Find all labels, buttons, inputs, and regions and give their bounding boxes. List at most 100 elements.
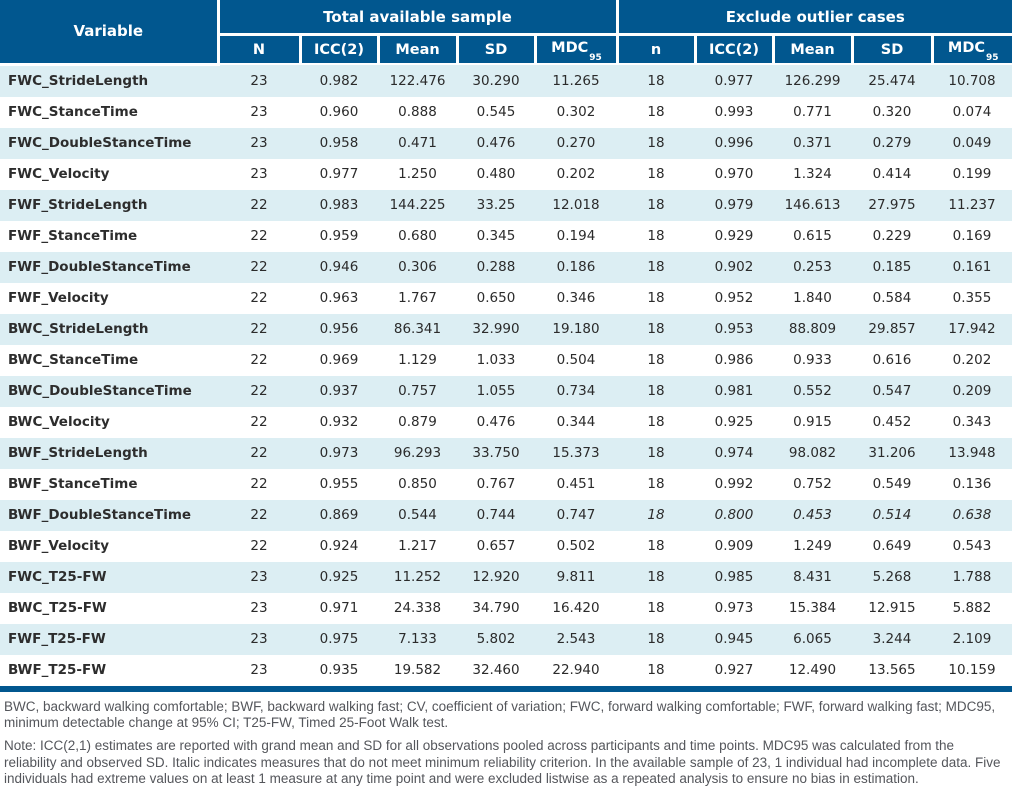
- table-row: FWC_T25-FW 23 0.925 11.252 12.920 9.811 18 0.98…: [0, 561, 1012, 593]
- variable-label: BWC_DoubleStanceTime: [0, 375, 218, 407]
- total-sample-value: 1.217: [378, 530, 457, 562]
- total-sample-value: 0.544: [378, 499, 457, 531]
- exclude-outlier-value: 18: [617, 189, 695, 221]
- col-header-n-total: N: [218, 34, 302, 65]
- exclude-outlier-value: 126.299: [773, 64, 852, 97]
- total-sample-value: 86.341: [378, 313, 457, 345]
- total-sample-value: 0.959: [300, 220, 378, 252]
- total-sample-value: 0.924: [300, 530, 378, 562]
- total-sample-value: 0.973: [300, 437, 378, 469]
- total-sample-value: 22: [218, 499, 300, 531]
- exclude-outlier-value: 5.268: [852, 561, 932, 593]
- table-body: FWC_StrideLength 23 0.982 122.476 30.290 11.2…: [0, 64, 1012, 686]
- exclude-outlier-value: 8.431: [773, 561, 852, 593]
- total-sample-value: 1.767: [378, 282, 457, 314]
- table-row: FWF_DoubleStanceTime 22 0.946 0.306 0.288 0.1…: [0, 251, 1012, 283]
- exclude-outlier-value: 18: [617, 499, 695, 531]
- total-sample-value: 144.225: [378, 189, 457, 221]
- variable-label: BWF_StanceTime: [0, 468, 218, 500]
- total-sample-value: 0.186: [535, 251, 617, 283]
- exclude-outlier-value: 0.549: [852, 468, 932, 500]
- variable-label: FWF_StrideLength: [0, 189, 218, 221]
- exclude-outlier-value: 0.649: [852, 530, 932, 562]
- exclude-outlier-value: 0.996: [695, 127, 773, 159]
- table-row: FWF_Velocity 22 0.963 1.767 0.650 0.346 18 0.95…: [0, 282, 1012, 314]
- total-sample-value: 0.971: [300, 592, 378, 624]
- variable-label: BWC_StanceTime: [0, 344, 218, 376]
- exclude-outlier-value: 18: [617, 158, 695, 190]
- total-sample-value: 0.983: [300, 189, 378, 221]
- exclude-outlier-value: 2.109: [932, 623, 1012, 655]
- total-sample-value: 0.657: [457, 530, 535, 562]
- col-header-icc-total: ICC(2): [300, 34, 380, 65]
- total-sample-value: 0.757: [378, 375, 457, 407]
- variable-label: FWF_Velocity: [0, 282, 218, 314]
- exclude-outlier-value: 0.771: [773, 96, 852, 128]
- exclude-outlier-value: 0.279: [852, 127, 932, 159]
- variable-column-header: Variable: [0, 0, 220, 66]
- exclude-outlier-value: 18: [617, 375, 695, 407]
- exclude-outlier-value: 0.752: [773, 468, 852, 500]
- exclude-outlier-value: 0.979: [695, 189, 773, 221]
- col-header-sd-exclude: SD: [852, 34, 934, 65]
- total-sample-value: 0.476: [457, 406, 535, 438]
- exclude-outlier-value: 0.974: [695, 437, 773, 469]
- variable-label: BWF_StrideLength: [0, 437, 218, 469]
- exclude-outlier-value: 13.565: [852, 654, 932, 686]
- col-header-icc-exclude: ICC(2): [695, 34, 775, 65]
- total-sample-value: 0.975: [300, 623, 378, 655]
- exclude-outlier-value: 0.925: [695, 406, 773, 438]
- exclude-outlier-value: 18: [617, 251, 695, 283]
- exclude-outlier-value: 0.933: [773, 344, 852, 376]
- exclude-outlier-value: 88.809: [773, 313, 852, 345]
- exclude-outlier-value: 12.915: [852, 592, 932, 624]
- exclude-outlier-value: 18: [617, 282, 695, 314]
- exclude-outlier-value: 0.945: [695, 623, 773, 655]
- total-sample-value: 0.344: [535, 406, 617, 438]
- variable-label: FWF_T25-FW: [0, 623, 218, 655]
- exclude-outlier-value: 0.929: [695, 220, 773, 252]
- table-row: BWF_StanceTime 22 0.955 0.850 0.767 0.451 18 0.…: [0, 468, 1012, 500]
- total-sample-value: 0.935: [300, 654, 378, 686]
- total-sample-value: 32.990: [457, 313, 535, 345]
- variable-label: FWC_StrideLength: [0, 64, 218, 97]
- exclude-outlier-value: 0.161: [932, 251, 1012, 283]
- table-bottom-rule: [0, 685, 1012, 692]
- col-header-n-exclude: n: [617, 34, 697, 65]
- total-sample-value: 0.744: [457, 499, 535, 531]
- total-sample-value: 16.420: [535, 592, 617, 624]
- total-sample-value: 1.129: [378, 344, 457, 376]
- total-sample-value: 0.502: [535, 530, 617, 562]
- total-sample-value: 34.790: [457, 592, 535, 624]
- total-sample-value: 0.471: [378, 127, 457, 159]
- total-sample-value: 0.925: [300, 561, 378, 593]
- exclude-outlier-value: 17.942: [932, 313, 1012, 345]
- exclude-outlier-value: 18: [617, 406, 695, 438]
- table-row: BWC_DoubleStanceTime 22 0.937 0.757 1.055 0.7…: [0, 375, 1012, 407]
- exclude-outlier-value: 25.474: [852, 64, 932, 97]
- total-sample-value: 0.650: [457, 282, 535, 314]
- exclude-outlier-value: 0.453: [773, 499, 852, 531]
- total-sample-value: 23: [218, 654, 300, 686]
- total-sample-value: 0.451: [535, 468, 617, 500]
- exclude-outlier-value: 0.552: [773, 375, 852, 407]
- exclude-outlier-value: 0.185: [852, 251, 932, 283]
- total-sample-value: 0.504: [535, 344, 617, 376]
- exclude-outlier-value: 0.414: [852, 158, 932, 190]
- total-sample-value: 22: [218, 189, 300, 221]
- exclude-outlier-value: 6.065: [773, 623, 852, 655]
- total-sample-value: 23: [218, 158, 300, 190]
- total-sample-value: 24.338: [378, 592, 457, 624]
- variable-label: FWC_StanceTime: [0, 96, 218, 128]
- total-sample-value: 0.545: [457, 96, 535, 128]
- exclude-outlier-value: 0.800: [695, 499, 773, 531]
- total-sample-value: 0.946: [300, 251, 378, 283]
- total-sample-value: 19.582: [378, 654, 457, 686]
- exclude-outlier-value: 18: [617, 313, 695, 345]
- variable-label: BWF_T25-FW: [0, 654, 218, 686]
- exclude-outlier-value: 0.136: [932, 468, 1012, 500]
- total-sample-value: 11.265: [535, 64, 617, 97]
- exclude-outlier-value: 12.490: [773, 654, 852, 686]
- exclude-outlier-value: 18: [617, 344, 695, 376]
